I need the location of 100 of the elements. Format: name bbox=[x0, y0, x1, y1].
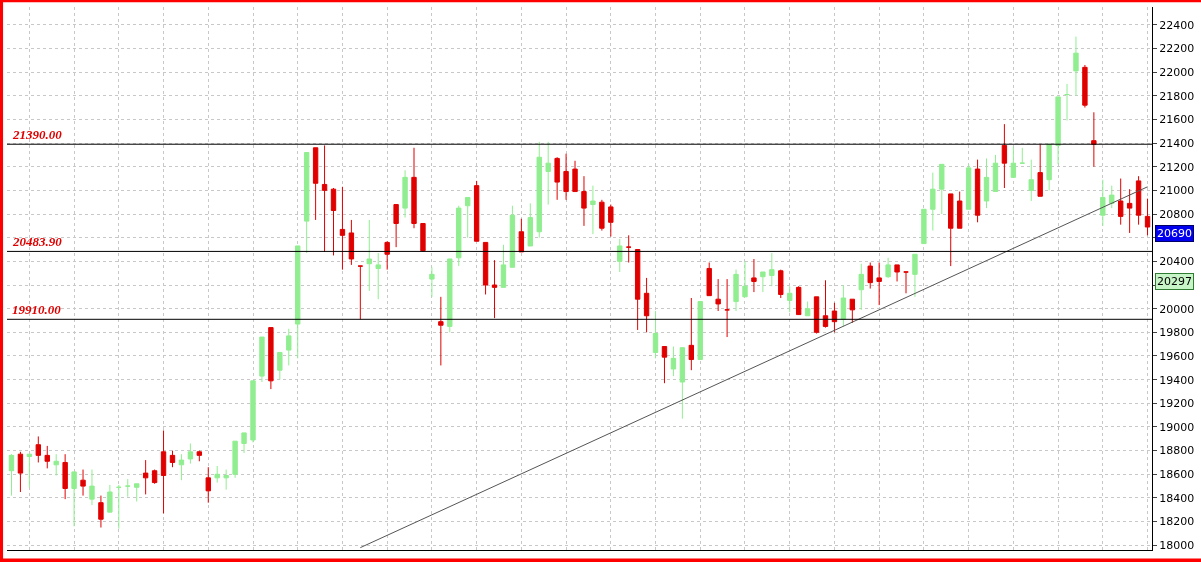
candlestick bbox=[384, 240, 390, 271]
candlestick bbox=[429, 266, 435, 298]
candlestick bbox=[894, 264, 900, 282]
ref-line-label: 20483.90 bbox=[12, 234, 63, 249]
y-tick-label: 21800 bbox=[1159, 89, 1195, 103]
candlestick bbox=[1055, 96, 1061, 165]
candlestick bbox=[473, 180, 480, 242]
candlestick bbox=[456, 205, 462, 267]
candlestick bbox=[634, 249, 641, 331]
y-tick-label: 18000 bbox=[1159, 539, 1195, 553]
candlestick bbox=[581, 175, 587, 227]
candlestick bbox=[867, 262, 873, 290]
candlestick bbox=[71, 471, 77, 527]
candlestick bbox=[447, 258, 453, 333]
candlestick bbox=[187, 443, 194, 465]
candlestick bbox=[357, 265, 364, 320]
candlestick bbox=[599, 199, 605, 232]
candlestick bbox=[80, 469, 86, 497]
candlestick bbox=[134, 483, 140, 502]
candlestick bbox=[715, 278, 721, 312]
candlestick bbox=[1019, 147, 1025, 164]
candlestick bbox=[169, 450, 176, 468]
candlestick bbox=[1118, 178, 1124, 226]
y-tick-label: 21200 bbox=[1159, 160, 1195, 174]
candlestick bbox=[303, 152, 310, 254]
candlestick bbox=[885, 257, 891, 279]
candlestick bbox=[545, 141, 551, 206]
candlestick bbox=[438, 296, 444, 366]
y-tick-label: 18200 bbox=[1159, 515, 1195, 529]
candlestick bbox=[670, 346, 677, 377]
candlestick bbox=[241, 432, 247, 454]
candlestick bbox=[787, 285, 793, 313]
candlestick bbox=[626, 234, 632, 264]
candlestick bbox=[205, 466, 211, 504]
candlestick bbox=[268, 327, 274, 390]
candlestick bbox=[956, 191, 963, 229]
candlestick bbox=[608, 204, 614, 237]
candlestick bbox=[1082, 64, 1088, 109]
candlestick bbox=[62, 453, 68, 500]
candlestick bbox=[706, 262, 712, 297]
candlestick bbox=[1073, 36, 1079, 97]
y-tick-label: 20400 bbox=[1159, 255, 1195, 269]
candlestick bbox=[89, 469, 95, 506]
candlestick bbox=[572, 160, 578, 193]
candlestick bbox=[813, 296, 820, 335]
candlestick bbox=[724, 278, 730, 338]
candlestick bbox=[652, 310, 659, 359]
y-tick-label: 20800 bbox=[1159, 207, 1195, 221]
ref-line-label: 21390.00 bbox=[12, 127, 63, 142]
candlestick bbox=[858, 263, 864, 311]
candlestick bbox=[1064, 83, 1070, 122]
candlestick bbox=[751, 258, 757, 293]
candlestick bbox=[1001, 123, 1008, 189]
candlestick bbox=[259, 336, 265, 383]
candlestick bbox=[35, 435, 41, 463]
candlestick bbox=[1091, 111, 1097, 168]
candlestick bbox=[536, 141, 542, 239]
candlestick bbox=[1126, 188, 1133, 234]
candlestick bbox=[125, 478, 131, 498]
candlestick bbox=[518, 218, 525, 253]
candlestick bbox=[822, 279, 829, 329]
y-tick-label: 20000 bbox=[1159, 302, 1195, 316]
candlestick bbox=[527, 202, 533, 247]
candlestick bbox=[876, 262, 882, 306]
candlestick bbox=[930, 172, 936, 232]
candlestick bbox=[804, 301, 811, 317]
y-tick-label: 18800 bbox=[1159, 444, 1195, 458]
candlestick bbox=[482, 241, 489, 295]
candlestick bbox=[840, 284, 847, 327]
candlestick bbox=[643, 277, 650, 333]
candlestick bbox=[286, 328, 292, 366]
ref-line-label: 19910.00 bbox=[12, 302, 62, 317]
y-tick-label: 19600 bbox=[1159, 349, 1195, 363]
candlestick bbox=[402, 169, 408, 219]
candlestick bbox=[1037, 143, 1043, 197]
y-tick-label: 21600 bbox=[1159, 113, 1195, 127]
candlestick bbox=[590, 185, 596, 235]
candlestick bbox=[420, 222, 426, 253]
candlestick bbox=[98, 495, 104, 529]
candlestick bbox=[107, 484, 113, 513]
candlestick bbox=[1109, 185, 1115, 209]
candlestick bbox=[330, 187, 337, 256]
candlestick bbox=[974, 159, 981, 223]
candlestick bbox=[8, 453, 15, 497]
y-tick-label: 19800 bbox=[1159, 326, 1195, 340]
y-tick-label: 22000 bbox=[1159, 65, 1195, 79]
candlestick bbox=[1046, 143, 1052, 191]
candlestick bbox=[44, 445, 50, 469]
candlestick bbox=[939, 163, 945, 215]
candlestick bbox=[795, 285, 802, 316]
candlestick bbox=[983, 157, 990, 209]
candlestick bbox=[339, 186, 346, 271]
candlestick bbox=[733, 269, 739, 312]
candlestick bbox=[921, 208, 927, 245]
y-tick-label: 21400 bbox=[1159, 136, 1195, 150]
candlestick bbox=[1100, 179, 1106, 227]
candlestick bbox=[742, 260, 748, 298]
candlestick bbox=[348, 219, 355, 266]
candlestick bbox=[151, 469, 158, 485]
y-tick-label: 19400 bbox=[1159, 373, 1195, 387]
